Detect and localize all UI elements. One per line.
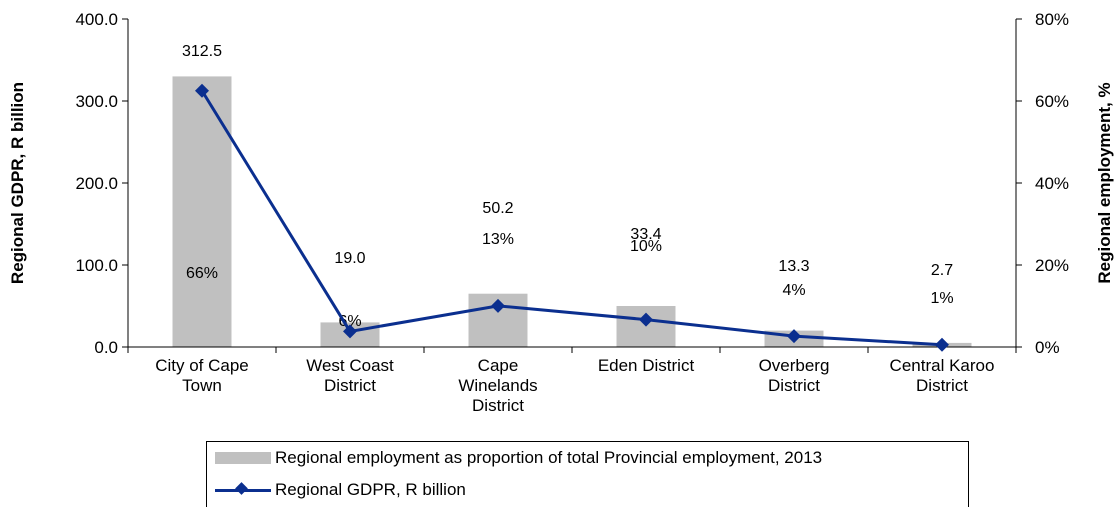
y-axis-title-left: Regional GDPR, R billion <box>8 82 27 284</box>
y-tick-label-left-1: 100.0 <box>75 256 118 275</box>
legend-item-employment: Regional employment as proportion of tot… <box>215 446 822 470</box>
legend-item-gdpr: Regional GDPR, R billion <box>215 478 466 502</box>
line-point-3 <box>639 312 653 327</box>
legend: Regional employment as proportion of tot… <box>206 441 969 507</box>
x-tick-label-4: Overberg District <box>759 356 830 395</box>
x-tick-label-2: Cape Winelands District <box>458 356 537 415</box>
legend-label-gdpr: Regional GDPR, R billion <box>275 480 466 499</box>
line-label-3: 33.4 <box>630 226 661 243</box>
y-tick-label-left-3: 300.0 <box>75 92 118 111</box>
y-tick-label-right-2: 40% <box>1035 174 1069 193</box>
y-tick-label-right-4: 80% <box>1035 10 1069 29</box>
line-label-4: 13.3 <box>778 258 809 275</box>
bar-label-4: 4% <box>782 282 805 299</box>
bar-label-0: 66% <box>186 265 218 282</box>
x-tick-label-1: West Coast District <box>306 356 394 395</box>
legend-swatch-line <box>215 483 271 497</box>
y-tick-label-left-0: 0.0 <box>94 338 118 357</box>
y-tick-label-left-2: 200.0 <box>75 174 118 193</box>
line-label-1: 19.0 <box>334 250 365 267</box>
chart: 0.0 100.0 200.0 300.0 400.0 0% 20% 40% 60% 80% Cit… <box>8 10 1114 415</box>
line-point-5 <box>935 337 949 352</box>
x-tick-label-0: City of Cape Town <box>155 356 249 395</box>
legend-label-employment: Regional employment as proportion of tot… <box>275 448 823 467</box>
bar-0 <box>172 76 232 348</box>
bar-label-2: 13% <box>482 231 514 248</box>
y-axis-title-right: Regional employment, % <box>1095 82 1114 283</box>
legend-swatch-bar <box>215 452 271 464</box>
line-point-0 <box>195 83 209 98</box>
y-tick-label-left-4: 400.0 <box>75 10 118 29</box>
bar-label-1: 6% <box>338 313 361 330</box>
plot-area: 0.0 100.0 200.0 300.0 400.0 0% 20% 40% 60% 80% Cit… <box>8 10 1114 415</box>
bar-label-5: 1% <box>930 290 953 307</box>
y-tick-label-right-1: 20% <box>1035 256 1069 275</box>
y-tick-label-right-3: 60% <box>1035 92 1069 111</box>
line-label-0: 312.5 <box>182 43 222 60</box>
line-gdpr <box>200 89 943 347</box>
x-tick-label-5: Central Karoo District <box>890 356 995 395</box>
line-point-4 <box>787 329 801 344</box>
bar-label-3: 10% <box>630 238 662 255</box>
y-tick-label-right-0: 0% <box>1035 338 1060 357</box>
line-point-2 <box>491 298 505 313</box>
line-label-2: 50.2 <box>482 200 513 217</box>
x-tick-label-3: Eden District <box>598 356 695 375</box>
line-point-1 <box>343 324 357 339</box>
line-label-5: 2.7 <box>931 262 953 279</box>
